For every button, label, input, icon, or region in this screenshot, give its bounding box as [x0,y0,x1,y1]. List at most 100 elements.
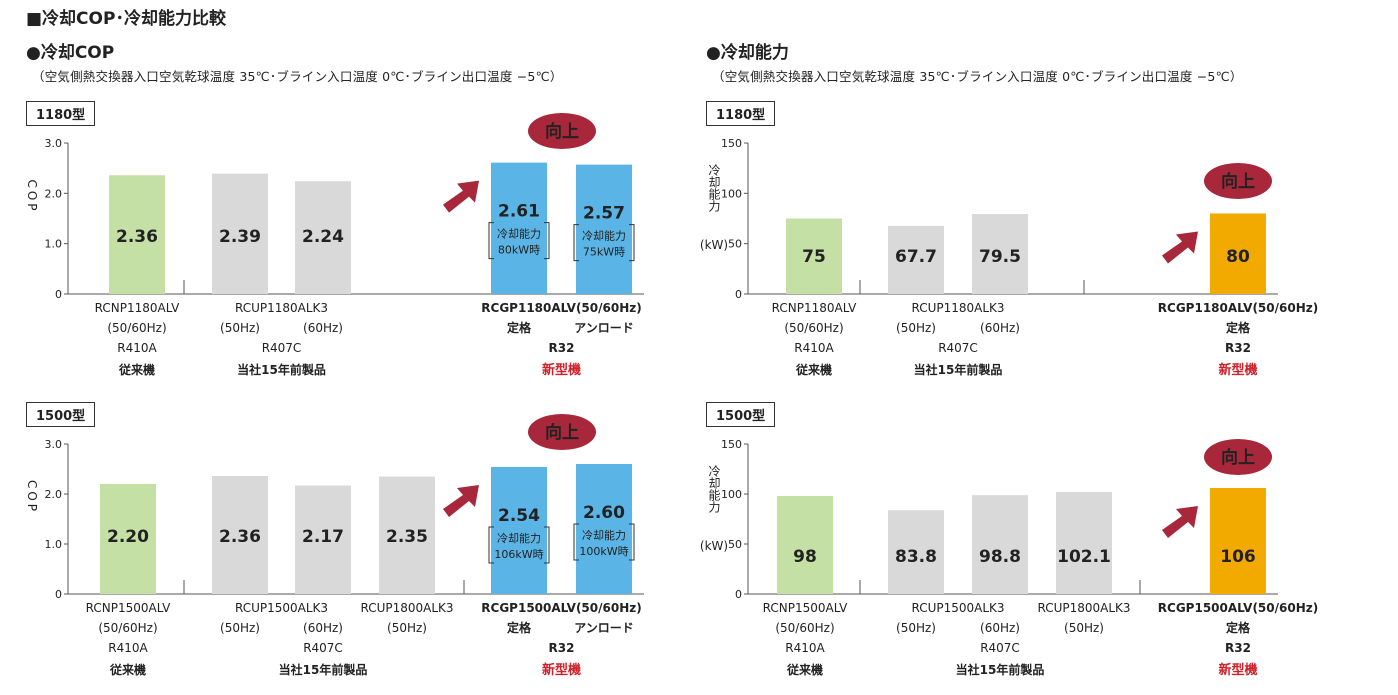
x-axis-label: RCUP1180ALK3 [235,301,328,315]
bar-value-label: 2.24 [302,227,344,247]
bar-note-line: 75kW時 [583,246,625,259]
x-axis-label: R407C [303,641,343,655]
y-tick-label: 100 [721,187,742,200]
x-axis-label: (60Hz) [303,321,343,335]
x-axis-label: アンロード [574,321,634,335]
x-axis-label: R407C [980,641,1020,655]
y-tick-label: 3.0 [45,438,63,451]
x-axis-label: (50/60Hz) [107,321,166,335]
x-axis-label: (60Hz) [980,621,1020,635]
bar-cop1500-3 [379,476,435,594]
note-bracket [573,224,635,262]
y-tick-label: 2.0 [45,187,63,200]
x-axis-label: RCNP1180ALV [95,301,180,315]
bar-value-label: 2.54 [498,506,540,526]
bar-cop1180-1 [212,173,268,294]
y-tick-label: 1.0 [45,538,63,551]
bar-cop1180-3 [491,162,547,294]
bar-cop1500-1 [212,476,268,594]
x-axis-label: 定格 [1226,320,1251,335]
x-axis-label: (60Hz) [980,321,1020,335]
x-axis-label: (50Hz) [387,621,427,635]
x-axis-label: (50Hz) [220,321,260,335]
x-axis-label: 従来機 [795,362,832,377]
bar-value-label: 2.61 [498,202,540,222]
x-axis-label: 新型機 [1218,662,1257,678]
bar-cop1180-2 [295,181,351,294]
bar-value-label: 2.39 [219,227,261,247]
x-axis-label: RCGP1500ALV(50/60Hz) [481,601,641,615]
x-axis-label: R32 [549,641,575,655]
y-tick-label: 0 [735,588,742,601]
x-axis-label: RCNP1180ALV [772,301,857,315]
x-axis-label: (50Hz) [220,621,260,635]
improvement-arrow-icon [1162,231,1198,264]
x-axis-label: R32 [1225,341,1251,355]
capacity-1500-chart: 0 50 100 150 冷却能力 (kW) 98 83.8 98.8 102.1 106 向上 RCN… [700,438,1318,678]
bar-cap1500-1 [888,510,944,594]
x-axis-label: RCUP1500ALK3 [911,601,1004,615]
x-axis-label: 新型機 [542,662,581,678]
capacity-section-title: ●冷却能力 [706,43,789,63]
y-tick-label: 100 [721,488,742,501]
bar-value-label: 80 [1226,247,1250,267]
improvement-badge-label: 向上 [1221,447,1255,468]
bar-cap1180-3 [1210,213,1266,294]
bar-value-label: 75 [802,247,826,267]
bar-value-label: 2.20 [107,527,149,547]
y-tick-label: 0 [55,288,62,301]
bar-note-line: 100kW時 [579,545,628,558]
bar-note-line: 冷却能力 [582,229,626,243]
y-tick-label: 50 [728,238,742,251]
x-axis-label: RCGP1180ALV(50/60Hz) [1158,301,1318,315]
bar-value-label: 67.7 [895,247,937,267]
x-axis-label: R410A [108,641,148,655]
bar-cop1180-4 [576,164,632,294]
capacity-1180-chart: 0 50 100 150 冷却能力 (kW) 75 67.7 79.5 80 向上 RCNP1180A… [700,137,1318,378]
y-axis-unit: (kW) [700,238,728,252]
improvement-badge-label: 向上 [1221,171,1255,192]
bar-cap1180-2 [972,213,1028,294]
x-axis-label: (60Hz) [303,621,343,635]
x-axis-label: 当社15年前製品 [914,362,1003,377]
bar-cap1500-0 [777,496,833,594]
x-axis-label: RCUP1180ALK3 [911,301,1004,315]
x-axis-label: RCNP1500ALV [86,601,171,615]
cop-section-title: ●冷却COP [26,43,115,63]
bar-note-line: 冷却能力 [582,528,626,542]
y-axis-label: 冷却能力 [707,465,721,514]
x-axis-label: RCUP1500ALK3 [235,601,328,615]
bar-cap1500-4 [1210,488,1266,594]
cap1500-type-box: 1500型 [706,402,776,427]
x-axis-label: R32 [1225,641,1251,655]
improvement-badge-label: 向上 [545,422,579,443]
x-axis-label: 定格 [507,320,532,335]
note-bracket [573,523,635,561]
improvement-arrow-icon [443,180,479,213]
x-axis-label: (50Hz) [1064,621,1104,635]
bar-note-line: 80kW時 [498,244,540,257]
bar-cop1500-4 [491,467,547,594]
bar-cop1180-0 [109,175,165,294]
improvement-badge [528,414,596,450]
y-tick-label: 150 [721,438,742,451]
bar-cap1500-3 [1056,491,1112,594]
improvement-arrow-icon [443,485,479,517]
y-tick-label: 0 [55,588,62,601]
bar-value-label: 106 [1220,547,1256,567]
x-axis-label: RCGP1180ALV(50/60Hz) [481,301,641,315]
improvement-badge [1204,163,1272,199]
x-axis-label: (50/60Hz) [775,621,834,635]
x-axis-label: R407C [262,341,302,355]
improvement-badge-label: 向上 [545,121,579,142]
cop-1180-chart: 0 1.0 2.0 3.0 COP 2.36 2.39 2.24 2.61 冷却能力 80kW時 2.… [25,113,644,378]
bar-cop1500-5 [576,464,632,594]
y-tick-label: 50 [728,538,742,551]
x-axis-label: R410A [785,641,825,655]
page-title: ■冷却COP･冷却能力比較 [26,9,226,29]
bar-value-label: 2.36 [116,227,158,247]
improvement-badge [528,113,596,149]
bar-value-label: 79.5 [979,247,1021,267]
x-axis-label: RCUP1800ALK3 [1037,601,1130,615]
